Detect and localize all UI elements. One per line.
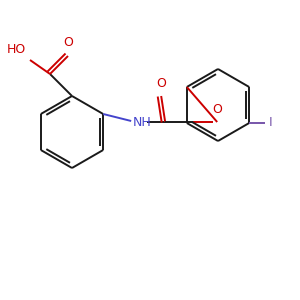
Text: I: I <box>269 116 273 130</box>
Text: O: O <box>212 103 222 116</box>
Text: HO: HO <box>7 43 26 56</box>
Text: O: O <box>63 36 73 49</box>
Text: NH: NH <box>133 116 152 128</box>
Text: O: O <box>156 77 166 90</box>
